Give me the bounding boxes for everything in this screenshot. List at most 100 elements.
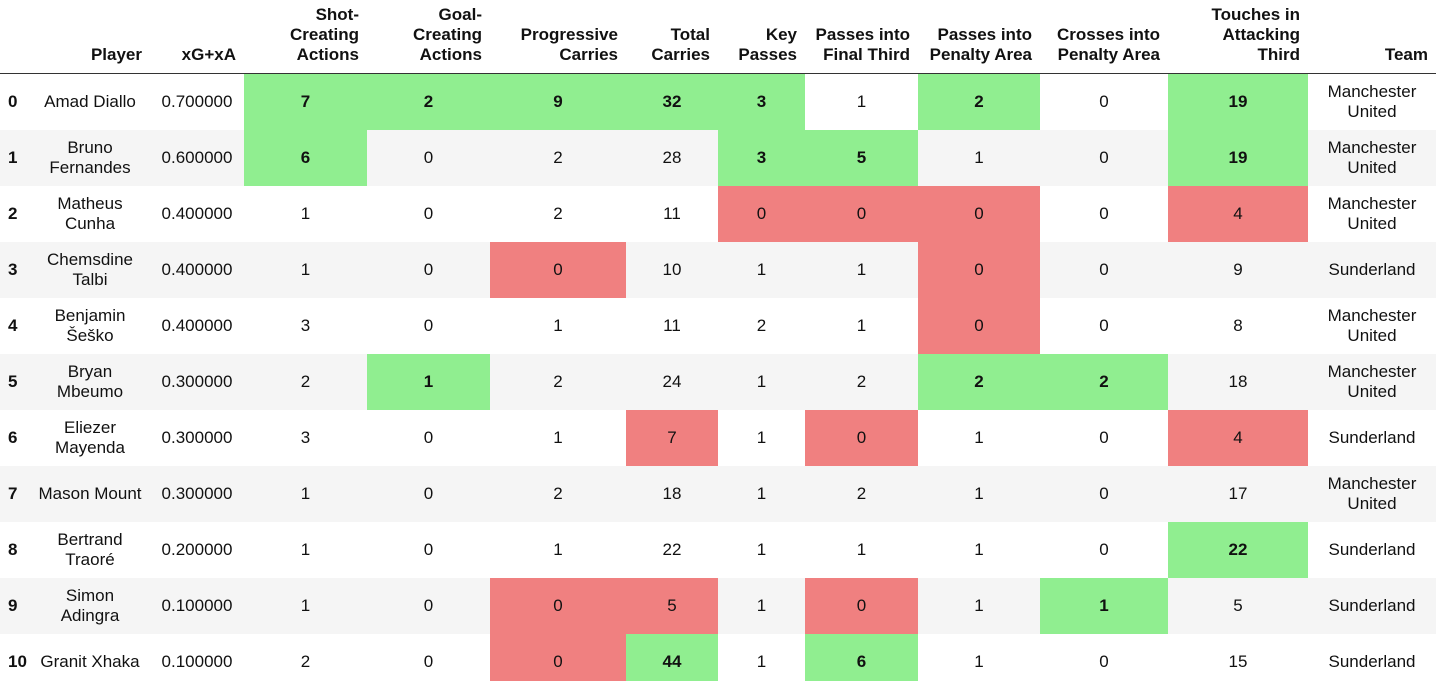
table-cell: 0 [423, 428, 434, 447]
table-cell: 1 [918, 578, 1040, 634]
table-cell: 10 [626, 242, 718, 298]
row-index: 4 [8, 316, 18, 335]
table-cell: 1 [300, 204, 311, 223]
table-cell: 0.400000 [150, 242, 244, 298]
row-index: 3 [0, 242, 30, 298]
table-cell: 0 [1099, 316, 1109, 335]
table-cell: 1 [805, 242, 918, 298]
table-cell: 0.400000 [161, 316, 233, 335]
table-cell: 2 [244, 354, 367, 410]
table-cell: 18 [1168, 354, 1308, 410]
table-cell: 0 [1099, 204, 1109, 223]
table-cell: 4 [1168, 186, 1308, 242]
table-cell: Eliezer Mayenda [55, 418, 125, 457]
table-row: 6 Eliezer Mayenda 0.300000 3 0 1 7 1 0 1 0 4 Sunderl… [0, 410, 1436, 466]
table-cell: 1 [918, 130, 1040, 186]
table-cell: 11 [663, 316, 681, 335]
table-cell: 2 [367, 73, 490, 130]
table-cell: 19 [1168, 73, 1308, 130]
table-cell: 0 [490, 634, 626, 681]
table-row: 2 Matheus Cunha 0.400000 1 0 2 11 0 0 0 0 4 Manchest… [0, 186, 1436, 242]
table-cell: Matheus Cunha [57, 194, 123, 233]
table-cell: Bryan Mbeumo [30, 354, 150, 410]
table-cell: 11 [663, 204, 681, 223]
table-cell: 1 [856, 316, 867, 335]
table-cell: 0.300000 [161, 428, 233, 447]
table-cell: 0.400000 [161, 204, 233, 223]
table-cell: 3 [300, 428, 311, 447]
table-cell: Manchester United [1327, 306, 1417, 345]
row-index: 6 [8, 428, 18, 447]
table-cell: 22 [662, 540, 682, 559]
table-cell: Manchester United [1308, 130, 1436, 186]
table-cell: Sunderland [1328, 652, 1416, 671]
table-row: 1 Bruno Fernandes 0.600000 6 0 2 28 3 5 1 0 19 Manch… [0, 130, 1436, 186]
table-cell: Bertrand Traoré [57, 530, 123, 569]
table-cell: Amad Diallo [44, 92, 136, 111]
table-cell: 2 [1040, 354, 1168, 410]
table-row: 10 Granit Xhaka 0.100000 2 0 0 44 1 6 1 0 15 Sunderl… [0, 634, 1436, 681]
table-cell: 28 [626, 130, 718, 186]
table-cell: 1 [1040, 578, 1168, 634]
row-index: 0 [8, 92, 18, 111]
table-cell: Mason Mount [30, 466, 150, 522]
table-row: 0 Amad Diallo 0.700000 7 2 9 32 3 1 2 0 19 Mancheste… [0, 73, 1436, 130]
table-row: 3 Chemsdine Talbi 0.400000 1 0 0 10 1 1 0 0 9 Sunder… [0, 242, 1436, 298]
table-cell: 0 [1099, 92, 1109, 111]
table-cell: 0 [423, 316, 434, 335]
table-cell: 0 [367, 242, 490, 298]
table-cell: 15 [1228, 652, 1248, 671]
table-cell: 3 [718, 73, 805, 130]
column-header: Touches in Attacking Third [1168, 0, 1308, 74]
table-cell: 0.200000 [161, 540, 233, 559]
table-cell: 0 [918, 186, 1040, 242]
table-cell: 0.100000 [161, 652, 233, 671]
table-cell: 9 [490, 73, 626, 130]
table-cell: 0 [805, 578, 918, 634]
table-cell: 44 [626, 634, 718, 681]
table-cell: 0.300000 [150, 354, 244, 410]
row-index: 1 [0, 130, 30, 186]
row-index: 10 [8, 652, 27, 671]
table-cell: 1 [718, 242, 805, 298]
table-cell: 32 [626, 73, 718, 130]
table-cell: 0 [1040, 242, 1168, 298]
table-cell: 3 [300, 316, 311, 335]
table-cell: 6 [244, 130, 367, 186]
table-cell: 0.700000 [161, 92, 233, 111]
column-header: Passes into Penalty Area [918, 0, 1040, 74]
table-cell: 1 [718, 354, 805, 410]
table-cell: Bruno Fernandes [30, 130, 150, 186]
table-cell: 1 [718, 466, 805, 522]
table-cell: 0.300000 [150, 466, 244, 522]
row-index: 5 [0, 354, 30, 410]
table-cell: 0 [367, 130, 490, 186]
table-cell: 1 [244, 578, 367, 634]
column-header: Goal-Creating Actions [367, 0, 490, 74]
table-cell: 0 [423, 540, 434, 559]
table-cell: 8 [1233, 316, 1243, 335]
table-cell: 0 [1099, 428, 1109, 447]
column-header: Crosses into Penalty Area [1040, 0, 1168, 74]
table-cell: 0 [490, 578, 626, 634]
column-header: Team [1308, 0, 1436, 74]
table-cell: 1 [553, 428, 563, 447]
table-cell: 4 [1168, 410, 1308, 466]
table-cell: 6 [805, 634, 918, 681]
table-cell: 1 [756, 428, 767, 447]
header-row: Player xG+xA Shot-Creating Actions Goal-Cre… [0, 0, 1436, 74]
table-cell: 1 [974, 428, 984, 447]
table-cell: Sunderland [1308, 242, 1436, 298]
table-cell: 1 [756, 652, 767, 671]
table-cell: 0 [1099, 652, 1109, 671]
table-cell: Sunderland [1328, 428, 1416, 447]
column-header: Player [30, 0, 150, 74]
table-cell: 2 [553, 204, 563, 223]
column-header: Key Passes [718, 0, 805, 74]
column-header: Passes into Final Third [805, 0, 918, 74]
table-cell: 2 [300, 652, 311, 671]
table-row: 8 Bertrand Traoré 0.200000 1 0 1 22 1 1 1 0 22 Sunde… [0, 522, 1436, 578]
table-cell: 1 [856, 92, 867, 111]
index-header [0, 0, 30, 74]
